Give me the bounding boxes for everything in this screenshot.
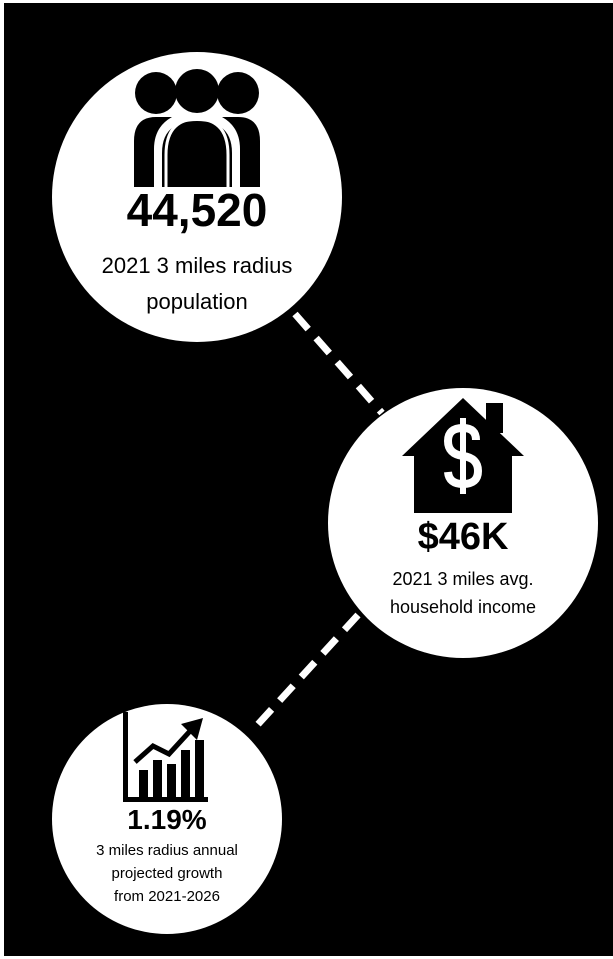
population-value: 44,520: [126, 184, 268, 236]
population-stat-circle: 44,520 2021 3 miles radius population: [52, 52, 342, 342]
growth-caption: 3 miles radius annual projected growth f…: [52, 839, 282, 908]
connector-population-income: [292, 311, 385, 416]
connector-lines: [247, 311, 385, 736]
growth-chart-icon: [123, 712, 208, 802]
population-caption-line: population: [146, 289, 248, 314]
growth-stat-circle: 1.19% 3 miles radius annual projected gr…: [52, 704, 282, 934]
people-group-icon: [134, 69, 260, 187]
income-caption-line: 2021 3 miles avg.: [392, 569, 534, 589]
population-caption: 2021 3 miles radius population: [52, 248, 342, 320]
income-caption-line: household income: [389, 597, 537, 617]
connector-income-growth: [247, 612, 361, 736]
income-stat-circle: $46K 2021 3 miles avg. household income: [328, 388, 598, 658]
infographic-panel: 44,520 2021 3 miles radius population $4…: [4, 3, 613, 956]
income-value: $46K: [417, 516, 509, 558]
growth-caption-line: projected growth: [111, 865, 223, 882]
growth-caption-line: from 2021-2026: [114, 888, 220, 905]
house-dollar-icon: [402, 398, 524, 513]
growth-value: 1.19%: [127, 804, 207, 835]
income-caption: 2021 3 miles avg. household income: [328, 565, 598, 621]
growth-caption-line: 3 miles radius annual: [96, 842, 238, 859]
population-caption-line: 2021 3 miles radius: [101, 253, 293, 278]
